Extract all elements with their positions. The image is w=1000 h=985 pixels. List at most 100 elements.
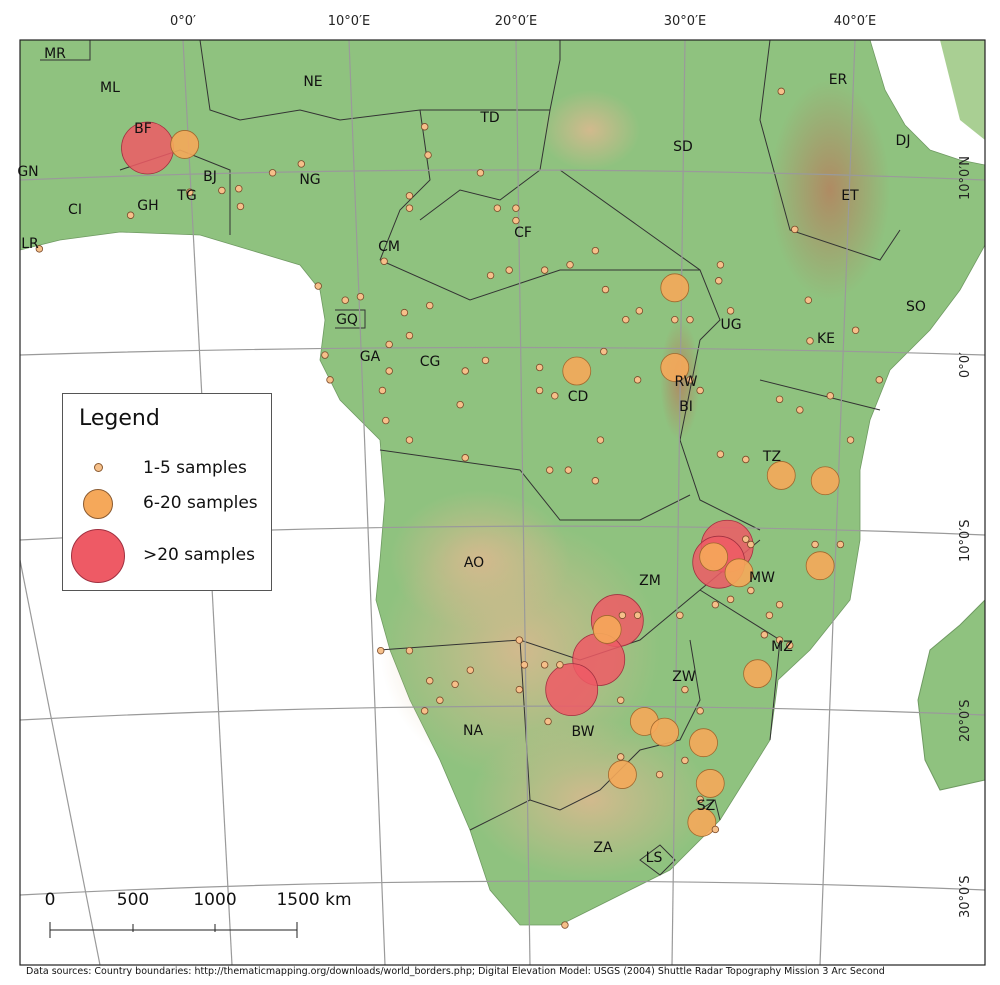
sample-marker-small bbox=[765, 611, 774, 619]
sample-marker-small bbox=[341, 296, 349, 304]
sample-marker-small bbox=[540, 661, 549, 669]
legend-item-large: >20 samples bbox=[63, 527, 271, 583]
sample-marker-small bbox=[716, 450, 725, 458]
sample-marker-small bbox=[405, 192, 414, 200]
sample-marker-small bbox=[686, 376, 694, 384]
sample-marker-small bbox=[461, 367, 469, 375]
sample-marker-small bbox=[561, 921, 569, 929]
sample-marker-small bbox=[235, 184, 243, 193]
sample-marker-small bbox=[515, 685, 524, 694]
sample-marker-small bbox=[377, 646, 385, 655]
sample-marker-medium bbox=[724, 558, 754, 588]
sample-marker-small bbox=[747, 586, 755, 595]
sample-marker-small bbox=[540, 266, 549, 274]
sample-marker-small bbox=[617, 696, 625, 704]
country-label: UG bbox=[720, 317, 742, 333]
country-label: LS bbox=[645, 850, 663, 866]
sample-marker-small bbox=[875, 376, 883, 384]
country-label: TD bbox=[480, 110, 500, 126]
sample-marker-small bbox=[742, 455, 750, 464]
sample-marker-small bbox=[622, 315, 630, 324]
sample-marker-small bbox=[591, 246, 600, 255]
sample-marker-small bbox=[486, 271, 495, 280]
sample-marker-small bbox=[618, 611, 627, 619]
sample-marker-small bbox=[655, 770, 664, 779]
legend-label: 6-20 samples bbox=[143, 493, 258, 513]
sample-marker-small bbox=[481, 356, 490, 365]
sample-marker-small bbox=[635, 307, 643, 315]
country-label: GH bbox=[137, 198, 159, 214]
sample-marker-small bbox=[711, 825, 720, 834]
map-frame bbox=[19, 39, 986, 966]
sample-marker-small bbox=[420, 707, 429, 715]
sample-marker-medium bbox=[660, 353, 690, 382]
arabia bbox=[940, 40, 985, 140]
sample-marker-small bbox=[716, 261, 725, 269]
sample-marker-small bbox=[515, 636, 524, 644]
sample-marker-small bbox=[811, 540, 819, 549]
sample-marker-small bbox=[535, 363, 544, 372]
sample-marker-small bbox=[596, 436, 605, 444]
country-label: RW bbox=[674, 374, 698, 390]
sample-marker-small bbox=[405, 204, 414, 212]
country-label: MZ bbox=[771, 639, 793, 655]
sample-marker-small bbox=[505, 266, 513, 274]
country-label: NA bbox=[462, 723, 484, 739]
country-label: NG bbox=[299, 172, 321, 188]
sample-marker-small bbox=[633, 376, 642, 384]
sample-marker-small bbox=[520, 661, 529, 669]
scale-label-1500: 1500 km bbox=[276, 890, 352, 910]
sample-marker-small bbox=[747, 540, 755, 549]
latitude-label: 0°0′ bbox=[958, 352, 973, 378]
sample-marker-small bbox=[382, 416, 390, 425]
longitude-label: 30°0′E bbox=[663, 14, 707, 29]
country-label: SO bbox=[906, 299, 926, 315]
country-label: CM bbox=[378, 239, 400, 255]
sample-marker-small bbox=[600, 347, 608, 356]
sample-marker-small bbox=[35, 245, 44, 253]
country-label: ZM bbox=[639, 573, 661, 589]
sample-marker-small bbox=[681, 685, 689, 694]
latitude-label: 10°0′S bbox=[958, 519, 973, 562]
small-circle-icon bbox=[94, 463, 103, 472]
sample-marker-small bbox=[775, 636, 784, 644]
country-label: BJ bbox=[203, 169, 217, 185]
country-label: TG bbox=[177, 188, 197, 204]
sample-marker-small bbox=[326, 376, 334, 384]
country-label: SZ bbox=[696, 798, 716, 814]
sample-marker-small bbox=[696, 795, 704, 804]
sample-marker-small bbox=[268, 169, 277, 177]
country-label: DJ bbox=[895, 133, 911, 149]
sample-marker-small bbox=[451, 680, 459, 688]
sample-marker-small bbox=[796, 406, 804, 414]
sample-marker-small bbox=[671, 315, 679, 324]
country-label: MR bbox=[44, 46, 66, 62]
sample-marker-small bbox=[696, 386, 704, 395]
medium-circle-icon bbox=[83, 489, 113, 519]
sample-marker-small bbox=[314, 282, 322, 290]
sample-marker-medium bbox=[660, 273, 690, 303]
latitude-label: 20°0′S bbox=[958, 699, 973, 742]
sample-marker-small bbox=[535, 386, 544, 395]
sample-marker-small bbox=[466, 666, 474, 674]
sample-marker-small bbox=[775, 600, 784, 609]
sample-marker-medium bbox=[650, 717, 680, 747]
sample-marker-small bbox=[356, 292, 365, 301]
legend-label: >20 samples bbox=[143, 545, 255, 565]
sample-marker-small bbox=[836, 540, 845, 549]
sample-marker-small bbox=[512, 216, 520, 225]
africa-landmass bbox=[20, 40, 985, 926]
sample-marker-small bbox=[426, 301, 434, 310]
country-label: BI bbox=[679, 399, 693, 415]
sample-marker-small bbox=[420, 123, 429, 131]
longitude-label: 0°0′ bbox=[170, 14, 196, 29]
sample-marker-small bbox=[633, 611, 642, 619]
legend-item-small: 1-5 samples bbox=[63, 446, 271, 496]
country-label: NE bbox=[303, 74, 323, 90]
legend-label: 1-5 samples bbox=[143, 458, 247, 478]
sample-marker-small bbox=[544, 717, 552, 726]
sample-marker-small bbox=[775, 395, 784, 404]
sample-marker-small bbox=[686, 315, 694, 324]
sample-marker-small bbox=[461, 454, 469, 462]
sample-marker-small bbox=[556, 661, 564, 669]
